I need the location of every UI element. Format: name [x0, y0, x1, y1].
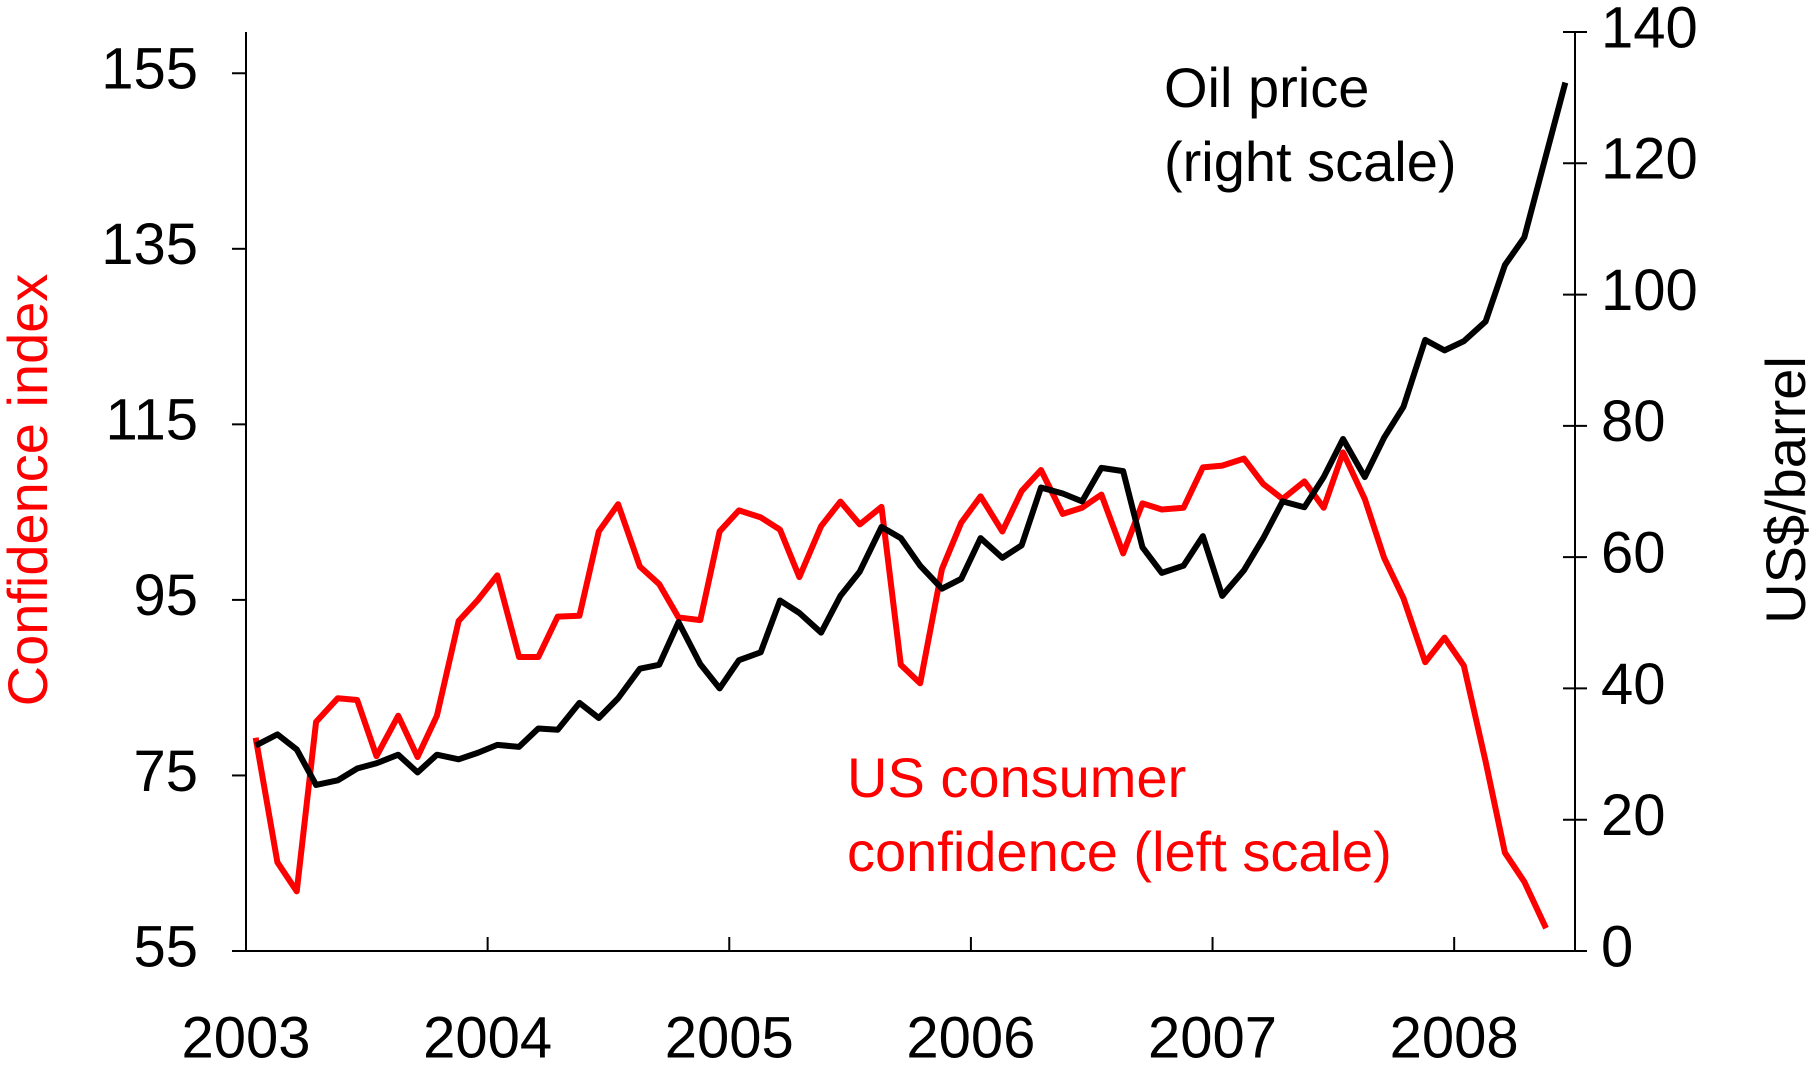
y-tick-label: 95 — [133, 563, 198, 628]
y2-tick-label: 100 — [1601, 258, 1698, 323]
y2-tick-label: 20 — [1601, 783, 1666, 848]
y2-tick-label: 0 — [1601, 914, 1633, 979]
x-tick-label: 2008 — [1390, 1005, 1519, 1070]
y-tick-label: 55 — [133, 914, 198, 979]
series-line — [252, 449, 1549, 930]
x-tick-label: 2004 — [423, 1005, 552, 1070]
annotation: Oil price — [1164, 56, 1369, 119]
y2-tick-label: 140 — [1601, 0, 1698, 60]
y-axis-label: Confidence index — [0, 274, 59, 707]
annotation: confidence (left scale) — [847, 820, 1392, 883]
y-tick-label: 75 — [133, 739, 198, 804]
annotation: (right scale) — [1164, 130, 1457, 193]
y2-tick-label: 60 — [1601, 520, 1666, 585]
y2-tick-label: 80 — [1601, 389, 1666, 454]
x-tick-label: 2006 — [906, 1005, 1035, 1070]
y2-tick-label: 40 — [1601, 652, 1666, 717]
x-tick-label: 2007 — [1148, 1005, 1277, 1070]
y2-tick-label: 120 — [1601, 127, 1698, 192]
y-tick-label: 135 — [101, 212, 198, 277]
series-line — [254, 81, 1569, 788]
y-tick-label: 115 — [106, 388, 198, 453]
x-tick-label: 2005 — [665, 1005, 794, 1070]
x-tick-label: 2003 — [181, 1005, 310, 1070]
y-tick-label: 155 — [101, 37, 198, 102]
annotation: US consumer — [847, 746, 1186, 809]
y2-axis-label: US$/barrel — [1754, 356, 1817, 624]
